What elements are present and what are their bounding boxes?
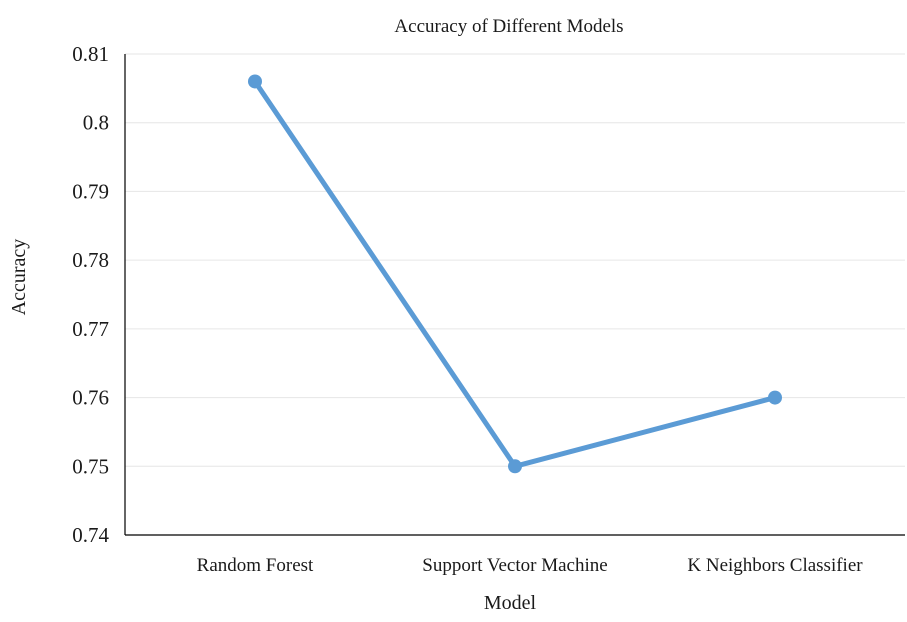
y-tick-label: 0.81	[72, 42, 109, 66]
y-tick-label: 0.74	[72, 523, 109, 547]
x-axis-title: Model	[484, 592, 537, 614]
y-axis-ticks: 0.74 0.75 0.76 0.77 0.78 0.79 0.8 0.81	[72, 42, 109, 547]
y-tick-label: 0.75	[72, 454, 109, 478]
y-tick-label: 0.8	[83, 111, 109, 135]
chart-title: Accuracy of Different Models	[394, 16, 623, 37]
x-tick-label: Support Vector Machine	[422, 555, 607, 576]
x-axis-ticks: Random Forest Support Vector Machine K Nei…	[197, 555, 864, 576]
grid-lines	[125, 53, 905, 467]
y-tick-label: 0.76	[72, 386, 109, 410]
y-axis-title: Accuracy	[8, 239, 30, 316]
series-line	[252, 78, 778, 469]
data-point	[768, 390, 782, 405]
data-point	[248, 74, 262, 89]
data-point	[508, 459, 522, 474]
x-tick-label: Random Forest	[197, 555, 314, 576]
y-tick-label: 0.78	[72, 248, 109, 272]
y-tick-label: 0.77	[72, 317, 109, 341]
y-tick-label: 0.79	[72, 179, 109, 203]
x-tick-label: K Neighbors Classifier	[687, 555, 863, 576]
series-accuracy	[248, 74, 782, 474]
